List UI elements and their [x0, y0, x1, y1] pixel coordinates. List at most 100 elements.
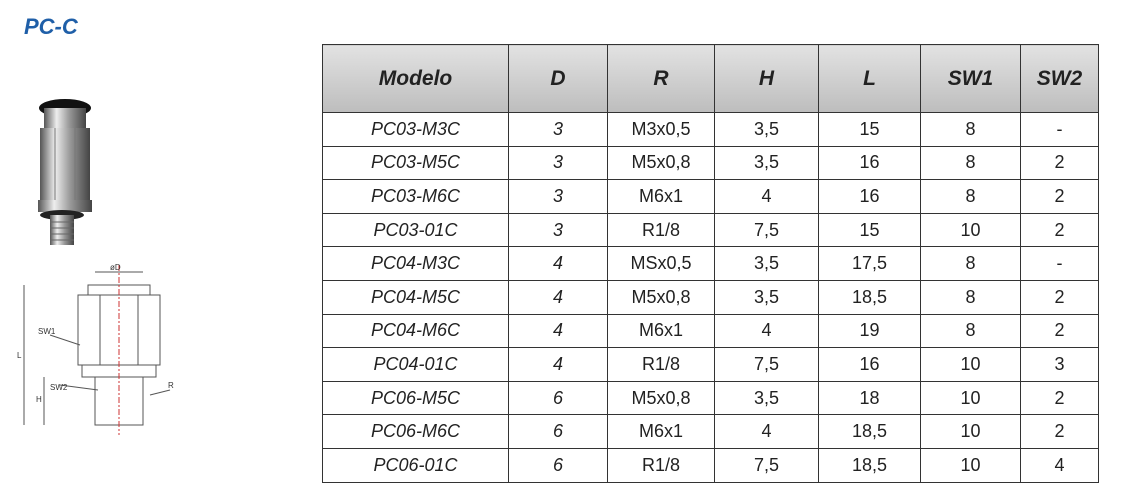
table-cell: 15 [818, 212, 921, 248]
table-cell: PC03-M3C [322, 112, 509, 147]
table-cell: PC04-01C [322, 347, 509, 382]
table-cell: M3x0,5 [607, 112, 715, 147]
table-cell: M5x0,8 [607, 145, 715, 181]
table-cell: 7,5 [714, 347, 819, 382]
table-row: PC03-M3C 3 M3x0,5 3,5 15 8- [322, 112, 1099, 147]
table-row: PC04-M3C 4 MSx0,5 3,5 17,5 8- [322, 246, 1099, 281]
table-cell: 8 [920, 279, 1021, 315]
header-cell: SW1 [920, 44, 1021, 113]
table-row: PC06-01C 6 R1/8 7,5 18,5 10 4 [322, 447, 1099, 483]
table-row: PC06-M5C 6 M5x0,8 3,5 18 10 2 [322, 380, 1099, 416]
drawing-label: H [36, 395, 42, 404]
table-cell: 4 [508, 279, 608, 315]
table-cell: R1/8 [607, 347, 715, 382]
table-cell: PC06-M5C [322, 380, 509, 416]
table-cell: R1/8 [607, 212, 715, 248]
table-cell: PC06-01C [322, 447, 509, 483]
technical-drawing [23, 265, 171, 435]
table-cell: 8 [920, 145, 1021, 181]
table-cell: 2 [1020, 212, 1099, 248]
table-row: PC03-01C 3 R1/8 7,5 15 10 2 [322, 212, 1099, 248]
table-cell: 15 [818, 112, 921, 147]
table-cell: 10 [920, 212, 1021, 248]
table-cell: 10 [920, 347, 1021, 382]
table-cell: 3 [508, 179, 608, 214]
drawing-label: L [17, 351, 22, 360]
table-cell: M5x0,8 [607, 279, 715, 315]
table-cell: 2 [1020, 145, 1099, 181]
table-cell: 4 [714, 313, 819, 349]
table-cell: 3,5 [714, 112, 819, 147]
table-row: PC04-M6C 4 M6x1 4 19 8 2 [322, 313, 1099, 349]
table-cell: 8 [920, 179, 1021, 214]
header-row: Modelo D R H L SW1 SW2 [322, 44, 1099, 113]
table-cell: 4 [508, 313, 608, 349]
table-row: PC06-M6C 6 M6x1 4 18,5 10 2 [322, 414, 1099, 449]
table-cell: 17,5 [818, 246, 921, 281]
title: PC-C [24, 14, 78, 39]
table-cell: 18 [818, 380, 921, 416]
table-cell: 6 [508, 414, 608, 449]
table-cell: 3,5 [714, 380, 819, 416]
table-cell: PC03-01C [322, 212, 509, 248]
table-cell: M6x1 [607, 313, 715, 349]
header-cell: D [508, 44, 608, 113]
table-cell: - [1020, 112, 1099, 147]
table-cell: M5x0,8 [607, 380, 715, 416]
table-row: PC03-M5C 3 M5x0,8 3,5 16 8 2 [322, 145, 1099, 181]
table-cell: 18,5 [818, 279, 921, 315]
header-cell: R [607, 44, 715, 113]
table-cell: 8 [920, 246, 1021, 281]
header-cell: H [714, 44, 819, 113]
table-cell: MSx0,5 [607, 246, 715, 281]
table-cell: 10 [920, 447, 1021, 483]
table-cell: 6 [508, 380, 608, 416]
table-cell: 10 [920, 414, 1021, 449]
table-row: PC04-M5C 4 M5x0,8 3,5 18,5 8 2 [322, 279, 1099, 315]
table-row: PC03-M6C 3 M6x1 4 16 8 2 [322, 179, 1099, 214]
table-cell: 7,5 [714, 447, 819, 483]
table-cell: 4 [714, 179, 819, 214]
table-cell: 2 [1020, 414, 1099, 449]
table-cell: 8 [920, 112, 1021, 147]
table-cell: M6x1 [607, 179, 715, 214]
table-cell: 4 [508, 246, 608, 281]
table-cell: 4 [714, 414, 819, 449]
table-cell: 2 [1020, 179, 1099, 214]
table-cell: 3 [508, 145, 608, 181]
table-cell: 2 [1020, 313, 1099, 349]
drawing-label: R [168, 381, 174, 390]
table-cell: 16 [818, 179, 921, 214]
header-cell: Modelo [322, 44, 509, 113]
table-cell: 16 [818, 145, 921, 181]
table-cell: 19 [818, 313, 921, 349]
header-cell: L [818, 44, 921, 113]
table-cell: R1/8 [607, 447, 715, 483]
table-cell: 3,5 [714, 246, 819, 281]
table-cell: PC04-M3C [322, 246, 509, 281]
table-cell: 7,5 [714, 212, 819, 248]
table-cell: - [1020, 246, 1099, 281]
drawing-label: SW1 [38, 327, 56, 336]
table-cell: 8 [920, 313, 1021, 349]
table-cell: M6x1 [607, 414, 715, 449]
drawing-label: øD [110, 263, 121, 272]
table-cell: 4 [1020, 447, 1099, 483]
table-cell: PC06-M6C [322, 414, 509, 449]
table-cell: 3 [508, 112, 608, 147]
header-cell: SW2 [1020, 44, 1099, 113]
photo [38, 99, 92, 245]
table-cell: 10 [920, 380, 1021, 416]
table-cell: PC04-M6C [322, 313, 509, 349]
table-row: PC04-01C 4 R1/8 7,5 16 10 3 [322, 347, 1099, 382]
table-cell: 18,5 [818, 414, 921, 449]
table-cell: 3,5 [714, 145, 819, 181]
table-cell: PC03-M5C [322, 145, 509, 181]
table-cell: 4 [508, 347, 608, 382]
table-cell: 6 [508, 447, 608, 483]
table-cell: PC03-M6C [322, 179, 509, 214]
product-illustration: øD SW1 SW2 R L H [17, 99, 174, 435]
table-cell: 2 [1020, 279, 1099, 315]
table-cell: PC04-M5C [322, 279, 509, 315]
